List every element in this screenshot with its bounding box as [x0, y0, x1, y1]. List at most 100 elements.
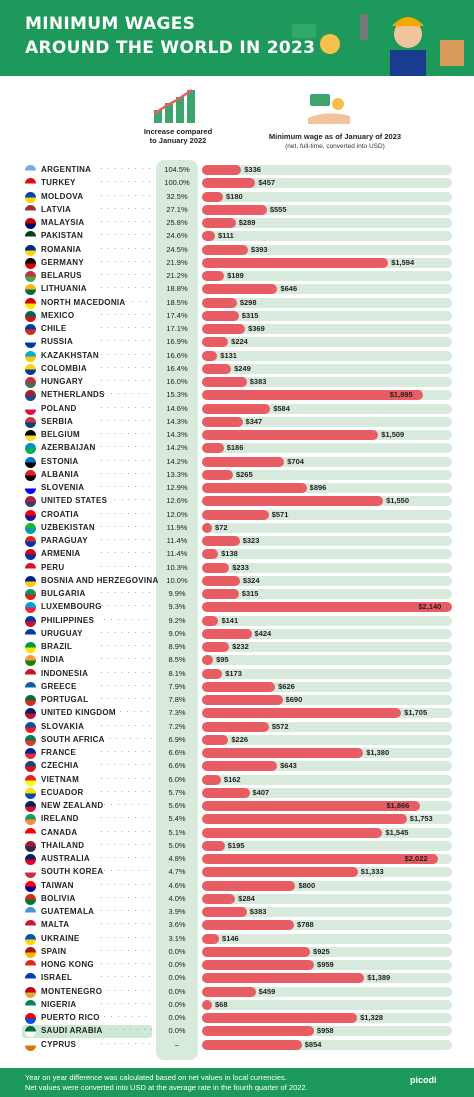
- wage-bar: [202, 1026, 314, 1037]
- leader-dots: · · · · · · · · · · · ·: [108, 733, 152, 743]
- wage-value-label: $195: [227, 840, 245, 850]
- increase-label: 0.0%: [168, 1026, 186, 1036]
- leader-dots: · · · · · · · · · · · ·: [100, 959, 152, 968]
- leader-dots: · · · · · · · · · · · ·: [100, 906, 152, 915]
- country-label: GREECE: [41, 681, 77, 691]
- wage-bar: [202, 257, 389, 268]
- leader-dots: · · · · · · · · · · · ·: [100, 892, 152, 902]
- chart-row: GERMANY · · · · · · · · · · · · 21.9% $1,59…: [0, 257, 474, 270]
- chart-row: MOLDOVA · · · · · · · · · · · · 32.5% $180: [0, 191, 474, 204]
- country-label: SPAIN: [41, 946, 67, 956]
- bar-track: [202, 377, 452, 387]
- wage-bar: [202, 801, 420, 811]
- chart-row: AZERBAIJAN · · · · · · · · · · · · 14.2% $1…: [0, 442, 474, 455]
- flag-icon: [25, 615, 36, 627]
- leader-dots: · · · · · · · · · · · ·: [100, 1038, 152, 1048]
- bar-track: [202, 204, 452, 215]
- country-label: BELARUS: [41, 271, 82, 280]
- coin-icon: [320, 34, 340, 54]
- chart-row: UNITED KINGDOM· · · · · · · · · · · · 7.3…: [0, 707, 474, 720]
- wage-value-label: $854: [304, 1039, 322, 1049]
- increase-label: 25.8%: [166, 218, 188, 227]
- increase-label: 4.8%: [168, 854, 186, 863]
- chart-row: CYPRUS · · · · · · · · · · · · – $854: [0, 1039, 474, 1052]
- wage-bar: [202, 416, 243, 427]
- bar-track: [202, 986, 452, 997]
- increase-label: 32.5%: [166, 191, 188, 201]
- bar-track: [202, 456, 452, 467]
- country-label: MONTENEGRO: [41, 986, 103, 996]
- flag-icon: [25, 668, 36, 680]
- flag-icon: [25, 827, 36, 839]
- increase-label: 14.3%: [166, 430, 188, 439]
- leader-dots: · · · · · · · · · · · ·: [100, 588, 152, 597]
- country-label: AZERBAIJAN: [41, 443, 96, 453]
- flag-icon: [25, 840, 36, 852]
- country-label: RUSSIA: [41, 337, 74, 347]
- leader-dots: · · · · · · · · · · · ·: [100, 323, 152, 332]
- leader-dots: · · · · · · · · · · · ·: [100, 376, 152, 385]
- flag-icon: [25, 390, 36, 402]
- chart-row: UZBEKISTAN · · · · · · · · · · · · 11.9% $7…: [0, 522, 474, 535]
- wage-value-label: $555: [269, 204, 287, 214]
- leader-dots: · · · · · · · · · · · ·: [103, 389, 152, 399]
- country-label: CZECHIA: [41, 761, 79, 771]
- brand-logo: picodi: [410, 1075, 437, 1085]
- country-label: PAKISTAN: [41, 231, 84, 241]
- wage-value-label: $2,140: [418, 602, 442, 612]
- country-label: CROATIA: [41, 509, 79, 519]
- chart-row: BOLIVIA · · · · · · · · · · · · 4.0% $284: [0, 893, 474, 906]
- leader-dots: · · · · · · · · · · · ·: [100, 190, 152, 200]
- flag-icon: [25, 986, 36, 998]
- bar-track: [202, 337, 452, 348]
- increase-label: 0.0%: [168, 1013, 186, 1022]
- flag-icon: [25, 218, 36, 229]
- increase-label: 21.9%: [166, 257, 188, 267]
- wage-bar: [202, 893, 236, 904]
- wage-value-label: $369: [248, 324, 265, 333]
- chart-row: AUSTRALIA · · · · · · · · · · · · 4.8% $2,0…: [0, 853, 474, 866]
- leader-dots: · · · · · · · · · · · ·: [100, 680, 152, 690]
- bar-track: [202, 734, 452, 745]
- increase-label: 5.4%: [168, 814, 186, 824]
- country-label: MALTA: [41, 920, 70, 930]
- wage-value-label: $393: [250, 244, 268, 254]
- chart-row: ESTONIA · · · · · · · · · · · · 14.2% $704: [0, 456, 474, 469]
- wage-bar: [202, 390, 424, 401]
- wage-value-label: $1,509: [381, 430, 405, 439]
- increase-label: 6.0%: [168, 774, 186, 784]
- country-label: BOSNIA AND HERZEGOVINA: [41, 575, 159, 585]
- country-label: ISRAEL: [41, 973, 73, 983]
- wage-bar: [202, 734, 229, 745]
- page-title-line2: AROUND THE WORLD IN 2023: [25, 38, 316, 58]
- increase-label: 12.0%: [166, 509, 188, 519]
- chart-row: HONG KONG · · · · · · · · · · · · 0.0% $959: [0, 959, 474, 972]
- wage-value-label: $1,705: [404, 708, 428, 718]
- wage-value-label: $896: [309, 483, 327, 492]
- bar-track: [202, 443, 452, 454]
- leader-dots: · · · · · · · · · · · ·: [100, 442, 152, 452]
- increase-label: 6.9%: [168, 734, 186, 744]
- wage-bar: [202, 456, 285, 467]
- wage-value-label: $68: [215, 999, 228, 1009]
- flag-icon: [25, 1039, 36, 1051]
- flag-icon: [25, 377, 36, 388]
- leader-dots: · · · · · · · · · · · ·: [100, 402, 152, 412]
- chart-row: RUSSIA · · · · · · · · · · · · 16.9% $224: [0, 336, 474, 349]
- bar-track: [202, 589, 452, 599]
- banknote-icon: [292, 24, 316, 38]
- leader-dots: · · · · · · · · · · · ·: [100, 349, 152, 359]
- chart-row: ROMANIA · · · · · · · · · · · · 24.5% $393: [0, 244, 474, 257]
- wage-bar: [202, 880, 296, 891]
- country-label: VIETNAM: [41, 774, 80, 784]
- wage-value-label: $1,380: [366, 748, 390, 757]
- flag-icon: [25, 801, 36, 812]
- bar-track: [202, 668, 452, 679]
- leader-dots: · · · · · · · · · · · ·: [100, 177, 152, 187]
- chart-row: KAZAKHSTAN· · · · · · · · · · · · 16.6% $1…: [0, 350, 474, 363]
- country-label: PHILIPPINES: [41, 615, 95, 625]
- chart-row: LITHUANIA · · · · · · · · · · · · 18.8% $64…: [0, 283, 474, 296]
- flag-icon: [25, 310, 36, 322]
- increase-label: 7.2%: [168, 721, 186, 731]
- country-label: MOLDOVA: [41, 191, 84, 201]
